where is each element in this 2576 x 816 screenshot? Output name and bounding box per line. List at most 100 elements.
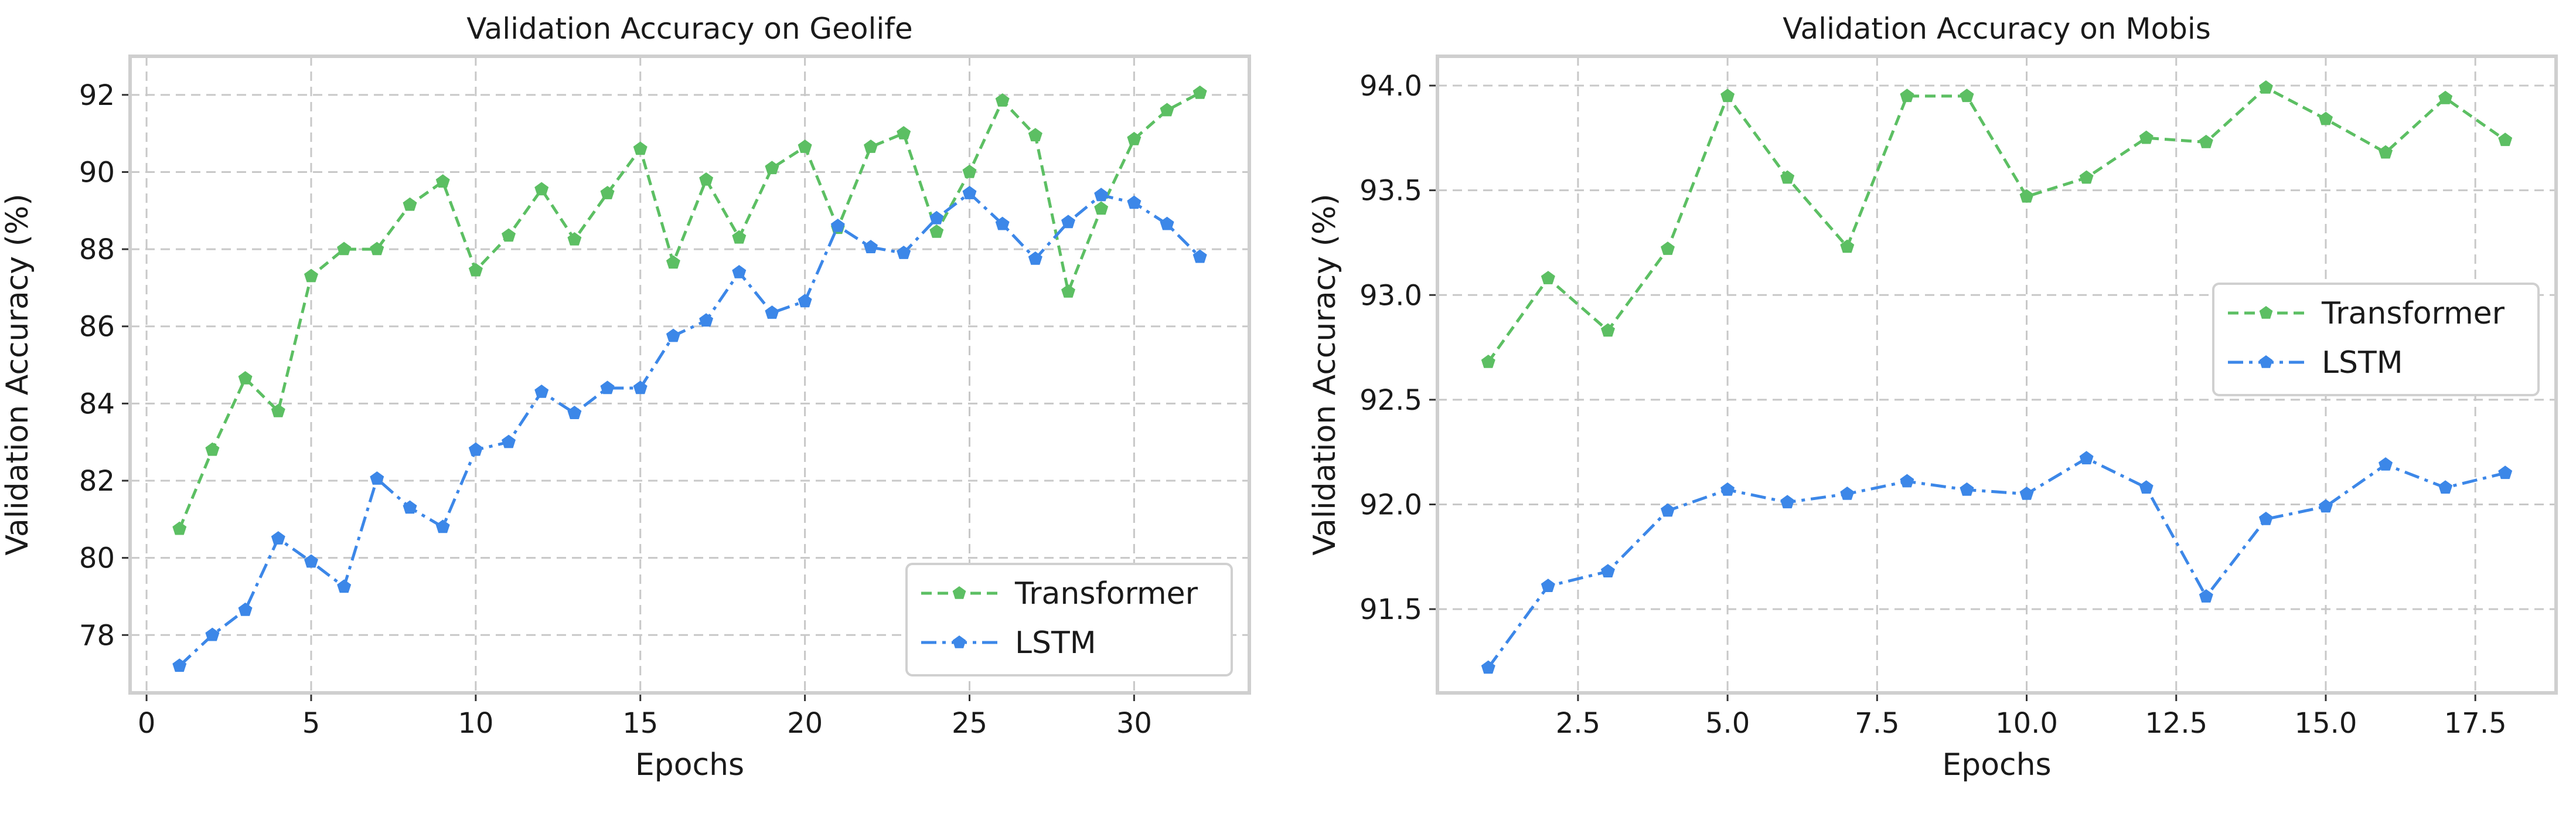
legend-marker-transformer: [2259, 306, 2273, 319]
data-point-lstm: [1720, 482, 1735, 496]
data-point-transformer: [567, 232, 582, 246]
data-point-lstm: [1541, 579, 1555, 592]
data-point-transformer: [798, 140, 812, 153]
x-axis-label: Epochs: [1942, 747, 2051, 783]
legend-item-lstm: LSTM: [921, 625, 1096, 661]
data-point-transformer: [1661, 242, 1675, 255]
data-point-lstm: [765, 305, 779, 319]
y-axis-label: Validation Accuracy (%): [0, 193, 35, 555]
series-line-lstm: [1487, 457, 2506, 669]
data-point-transformer: [666, 255, 680, 269]
data-point-lstm: [502, 434, 516, 448]
y-tick-label: 93.5: [1359, 175, 1422, 208]
data-point-lstm: [600, 380, 615, 395]
series-lstm: [172, 186, 1207, 672]
y-tick-label: 84: [79, 387, 115, 420]
legend-label-lstm: LSTM: [2322, 345, 2403, 380]
data-point-transformer: [1192, 85, 1207, 99]
x-tick-label: 10: [458, 707, 493, 740]
data-point-lstm: [435, 519, 450, 533]
chart-title: Validation Accuracy on Geolife: [466, 12, 912, 46]
chart-panel-1: 0 5 10 15 20 25 30 78 80 82 84 86 88 90 92 Validation A…: [0, 12, 1251, 783]
series-line-lstm: [178, 192, 1201, 667]
x-tick-label: 5.0: [1705, 707, 1750, 740]
data-point-transformer: [2258, 80, 2273, 94]
data-point-lstm: [2258, 511, 2273, 525]
series-transformer: [1481, 80, 2513, 368]
data-point-lstm: [370, 471, 384, 485]
data-point-transformer: [864, 140, 878, 153]
legend-marker-lstm: [2259, 355, 2273, 368]
data-point-transformer: [172, 521, 187, 535]
data-point-transformer: [732, 230, 747, 244]
data-point-lstm: [2139, 480, 2154, 494]
data-point-transformer: [2498, 132, 2513, 147]
data-point-transformer: [1061, 284, 1075, 298]
data-point-transformer: [2079, 170, 2094, 184]
data-point-lstm: [2498, 465, 2513, 480]
data-point-transformer: [271, 403, 285, 417]
y-tick-label: 80: [79, 542, 115, 575]
plot-frame: [1436, 55, 2558, 695]
legend-label-transformer: Transformer: [2321, 296, 2505, 331]
data-point-lstm: [962, 186, 977, 199]
data-point-transformer: [1481, 354, 1495, 368]
data-point-lstm: [567, 406, 582, 419]
data-point-lstm: [1160, 216, 1174, 230]
data-point-transformer: [2019, 189, 2034, 203]
x-tick-label: 10.0: [1995, 707, 2058, 740]
data-point-lstm: [2438, 480, 2453, 494]
data-point-lstm: [2379, 457, 2393, 471]
data-point-lstm: [1840, 486, 1855, 500]
data-point-transformer: [1900, 89, 1914, 103]
data-point-lstm: [1600, 564, 1615, 577]
data-point-transformer: [1028, 128, 1042, 142]
y-tick-label: 93.0: [1359, 279, 1422, 312]
data-point-transformer: [468, 263, 483, 277]
series-transformer: [172, 85, 1207, 535]
x-tick-label: 15.0: [2295, 707, 2357, 740]
data-point-transformer: [205, 442, 220, 456]
data-point-lstm: [403, 500, 417, 514]
legend-item-transformer: Transformer: [921, 576, 1198, 611]
data-point-lstm: [864, 240, 878, 253]
legend-label-transformer: Transformer: [1014, 576, 1198, 611]
legend: Transformer LSTM: [2212, 283, 2540, 396]
y-tick-label: 86: [79, 311, 115, 344]
data-point-transformer: [238, 370, 253, 385]
legend: Transformer LSTM: [905, 563, 1233, 676]
y-tick-label: 82: [79, 465, 115, 498]
data-point-lstm: [468, 442, 483, 456]
data-point-lstm: [304, 554, 318, 568]
data-point-lstm: [1661, 503, 1675, 517]
y-tick-label: 78: [79, 619, 115, 652]
data-point-transformer: [2379, 145, 2393, 159]
data-point-transformer: [897, 125, 911, 140]
data-point-lstm: [2199, 589, 2213, 603]
x-tick-label: 25: [952, 707, 987, 740]
data-point-transformer: [435, 174, 450, 188]
y-tick-label: 91.5: [1359, 593, 1422, 626]
data-point-lstm: [666, 328, 680, 342]
data-point-lstm: [1061, 215, 1075, 229]
legend-marker-transformer: [952, 586, 966, 599]
data-point-lstm: [238, 602, 253, 616]
data-point-transformer: [2199, 134, 2213, 148]
data-point-transformer: [502, 228, 516, 242]
chart-title: Validation Accuracy on Mobis: [1783, 12, 2211, 46]
data-point-lstm: [1028, 251, 1042, 265]
x-tick-label: 17.5: [2444, 707, 2507, 740]
data-point-transformer: [1840, 239, 1855, 253]
y-tick-label: 92.0: [1359, 488, 1422, 521]
series-line-transformer: [1487, 86, 2506, 363]
data-point-transformer: [2139, 130, 2154, 144]
data-point-lstm: [205, 627, 220, 641]
x-tick-label: 0: [138, 707, 156, 740]
data-point-lstm: [271, 531, 285, 545]
data-point-transformer: [1600, 323, 1615, 337]
y-tick-label: 92.5: [1359, 384, 1422, 417]
series-line-transformer: [178, 91, 1201, 530]
data-point-transformer: [1720, 89, 1735, 103]
x-tick-label: 15: [622, 707, 658, 740]
